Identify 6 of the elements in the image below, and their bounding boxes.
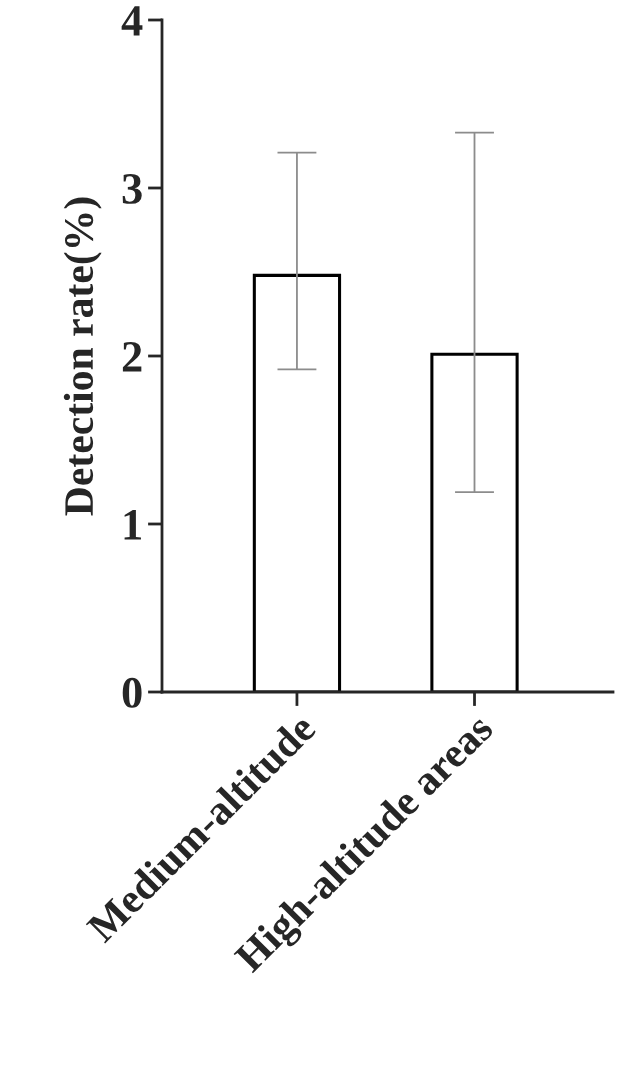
y-tick-label: 1 <box>124 510 141 540</box>
y-axis-title: Detection rate(%) <box>63 197 102 516</box>
y-tick-label: 4 <box>121 6 143 36</box>
y-tick-label: 2 <box>122 341 142 372</box>
y-tick-label: 0 <box>122 677 142 708</box>
y-tick-label: 3 <box>122 173 142 204</box>
